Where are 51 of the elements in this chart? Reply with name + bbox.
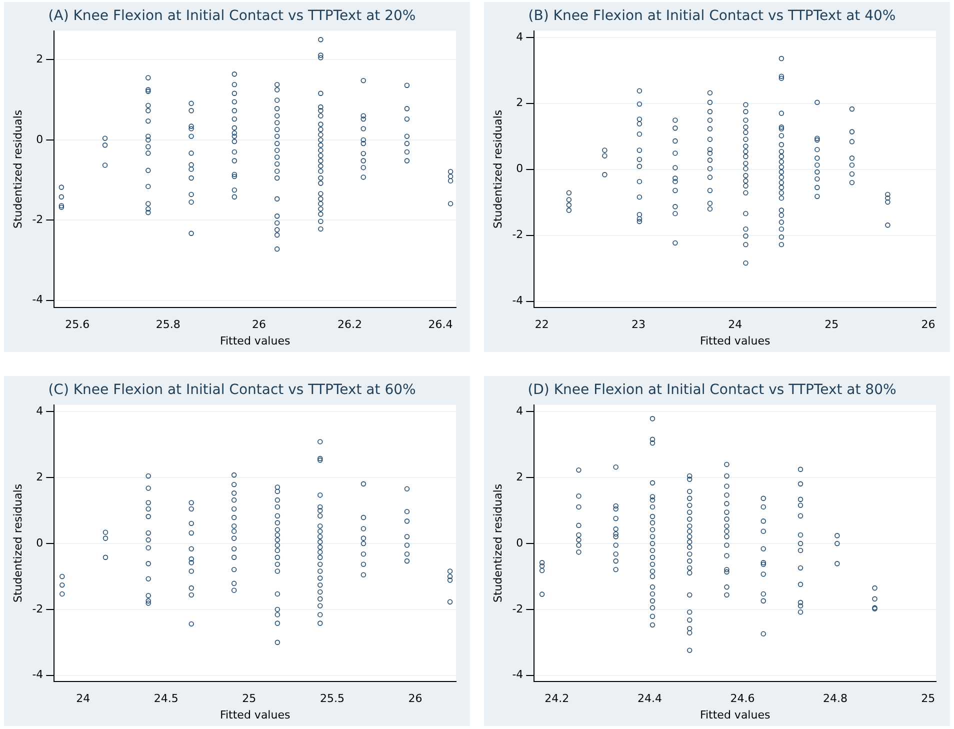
chart-title: (B) Knee Flexion at Initial Contact vs TTPText at 40% [528,8,896,24]
y-tick-label: -2 [32,213,44,226]
chart-title: (D) Knee Flexion at Initial Contact vs TTPText at 80% [528,382,896,398]
x-tick-label: 24.8 [823,692,848,705]
y-tick-label: 0 [36,132,44,146]
x-tick-label: 25 [242,692,256,705]
y-tick-label: 2 [516,96,524,110]
x-tick-label: 22 [534,318,549,332]
x-axis-title: Fitted values [700,334,770,348]
x-tick-label: 24.5 [154,692,178,705]
y-axis-title: Studentized residuals [491,110,504,229]
chart-title: (C) Knee Flexion at Initial Contact vs TTPText at 60% [48,382,416,398]
y-tick-label: -2 [32,602,44,615]
x-tick-label: 26 [252,318,266,332]
y-tick-label: -4 [32,293,44,306]
y-tick-label: 0 [516,536,524,549]
y-tick-label: 4 [36,404,44,418]
x-tick-label: 26 [921,318,936,332]
y-axis-title: Studentized residuals [491,483,504,602]
x-tick-label: 24.6 [730,692,755,705]
y-tick-label: -4 [512,668,524,681]
y-tick-label: 4 [516,404,524,418]
x-axis-title: Fitted values [220,708,290,721]
chart-title: (A) Knee Flexion at Initial Contact vs TTPText at 20% [48,8,416,24]
x-tick-label: 26.2 [338,318,362,332]
y-tick-label: -2 [512,228,524,242]
y-tick-label: 2 [516,470,524,483]
x-tick-label: 25.6 [65,318,90,332]
y-tick-label: 2 [36,52,44,66]
x-tick-label: 24 [76,692,90,705]
x-axis-title: Fitted values [220,334,290,348]
x-tick-label: 25.5 [320,692,344,705]
x-tick-label: 25 [824,318,839,332]
x-tick-label: 24.2 [544,692,570,705]
y-tick-label: 4 [516,30,524,44]
y-tick-label: -4 [32,668,44,681]
y-axis-title: Studentized residuals [11,110,24,229]
y-tick-label: 0 [36,536,44,549]
y-tick-label: 0 [516,162,524,176]
x-axis-title: Fitted values [700,708,770,721]
x-tick-label: 25.8 [156,318,180,332]
x-tick-label: 26.4 [428,318,453,332]
x-tick-label: 24.4 [637,692,662,705]
y-tick-label: 2 [36,470,44,483]
x-tick-label: 23 [631,318,646,332]
y-tick-label: -4 [512,294,524,308]
x-tick-label: 26 [408,692,422,705]
x-tick-label: 25 [921,692,936,705]
y-axis-title: Studentized residuals [11,483,24,602]
y-tick-label: -2 [512,602,524,615]
x-tick-label: 24 [728,318,742,332]
